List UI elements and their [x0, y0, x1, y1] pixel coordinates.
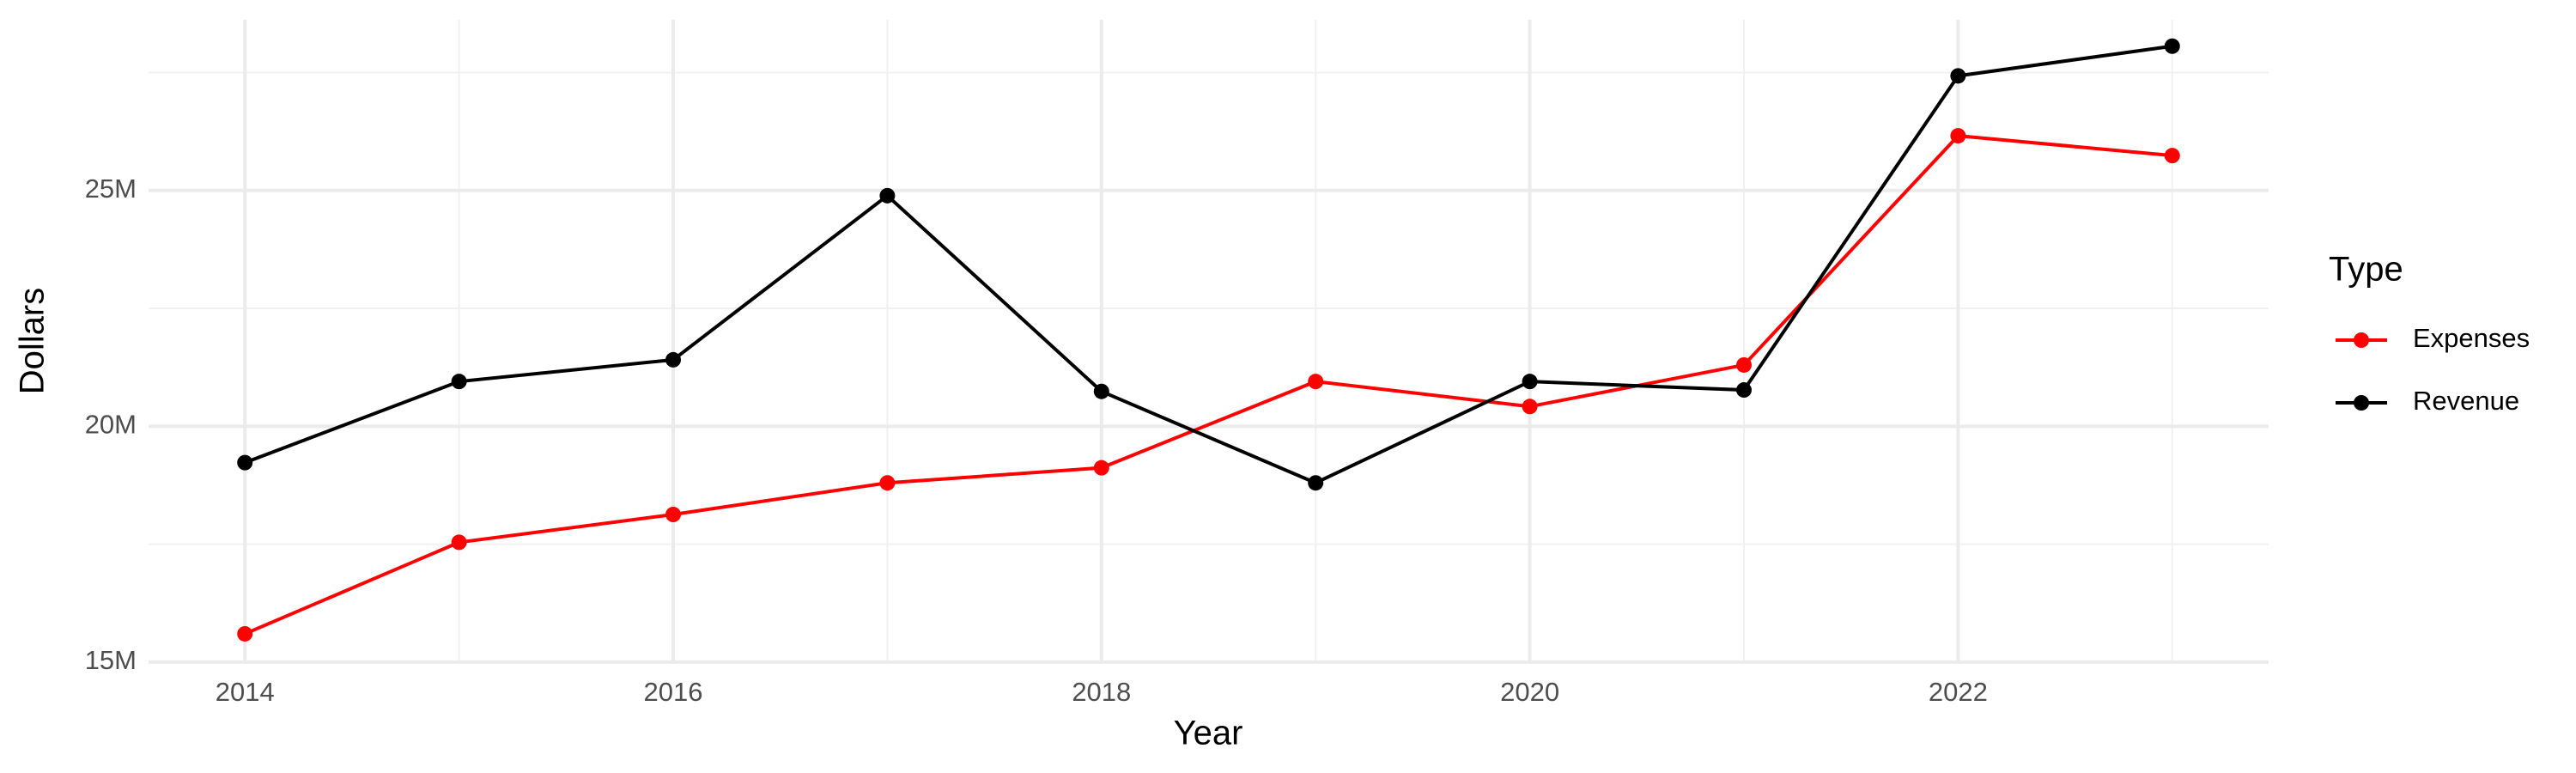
point: [1308, 374, 1324, 390]
point: [1522, 374, 1538, 390]
x-tick-label: 2018: [1072, 677, 1131, 707]
point: [879, 475, 896, 491]
point: [237, 454, 253, 471]
y-axis-title: Dollars: [14, 288, 52, 394]
x-tick-label: 2016: [644, 677, 703, 707]
point: [1093, 460, 1109, 476]
point: [1950, 128, 1966, 144]
point: [1950, 68, 1966, 84]
line: [244, 44, 2173, 485]
y-tick-label: 25M: [85, 173, 137, 204]
x-tick-label: 2020: [1500, 677, 1559, 707]
point: [2164, 148, 2180, 164]
point: [1735, 382, 1752, 399]
legend-title: Type: [2329, 251, 2403, 289]
y-tick-label: 15M: [85, 645, 137, 675]
point: [665, 507, 682, 523]
point: [451, 534, 467, 551]
plot-area: [237, 38, 2180, 642]
grid: [149, 20, 2269, 664]
x-tick-label: 2014: [216, 677, 275, 707]
legend-text: Revenue: [2413, 386, 2519, 416]
legend-key-point: [2354, 332, 2369, 348]
x-axis-title: Year: [1174, 715, 1243, 752]
legend-key-point: [2354, 395, 2369, 411]
point: [451, 374, 467, 390]
legend-text: Expenses: [2413, 323, 2530, 353]
y-tick-label: 20M: [85, 410, 137, 440]
point: [665, 351, 682, 368]
point: [1308, 475, 1324, 491]
x-tick-label: 2022: [1929, 677, 1988, 707]
line: [244, 134, 2172, 636]
point: [1093, 383, 1109, 399]
point: [879, 187, 896, 204]
point: [1522, 399, 1538, 415]
point: [2164, 38, 2180, 54]
point: [1735, 356, 1752, 373]
point: [237, 625, 253, 642]
